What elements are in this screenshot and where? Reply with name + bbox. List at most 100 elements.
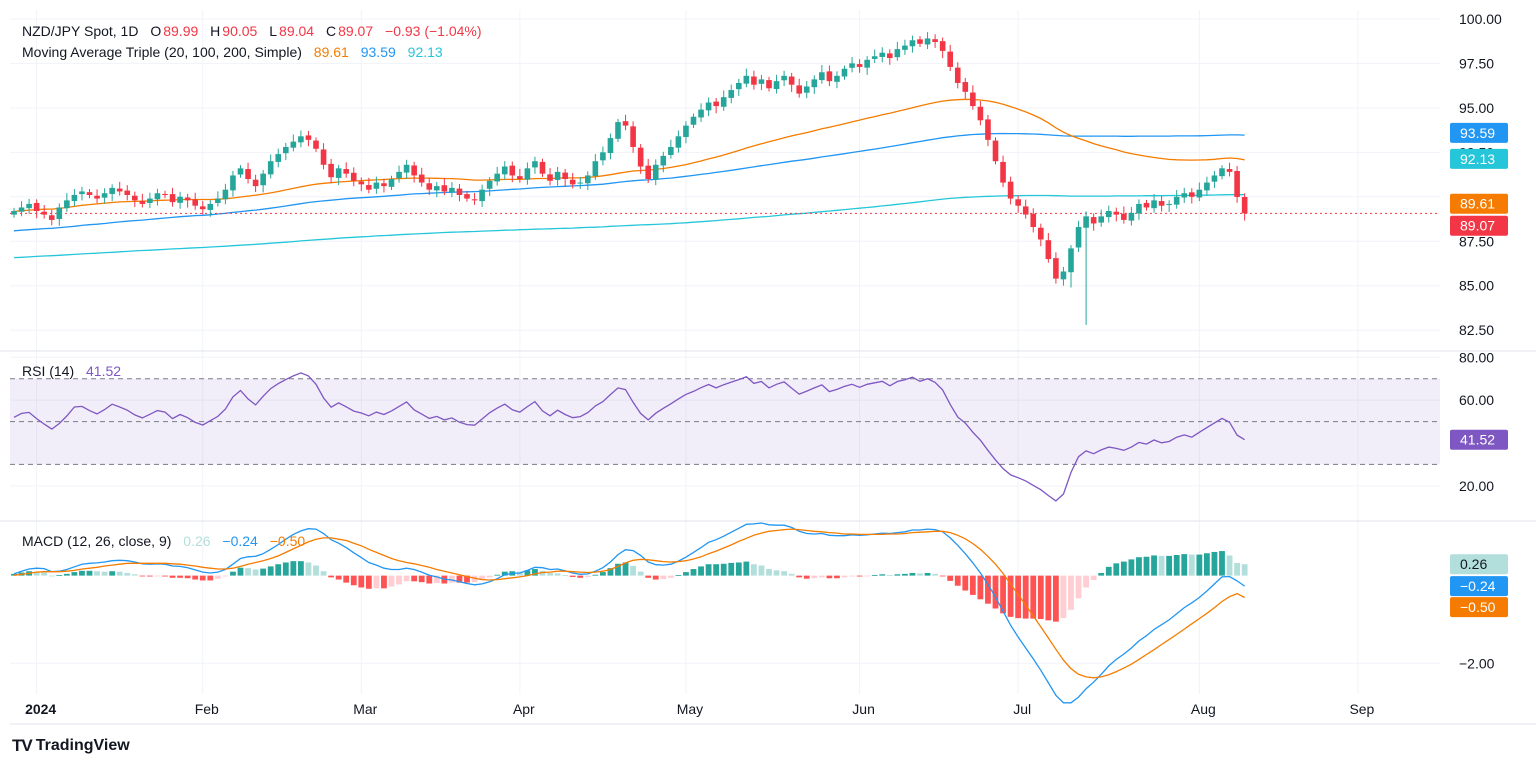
macd-histogram-bar xyxy=(94,571,100,576)
candle xyxy=(871,49,878,64)
candle xyxy=(645,158,651,184)
candle xyxy=(222,183,229,205)
macd-histogram-bar xyxy=(834,575,840,579)
time-axis-tick: Mar xyxy=(353,701,377,717)
candle xyxy=(56,203,63,226)
macd-histogram-bar xyxy=(849,575,855,577)
macd-histogram-bar xyxy=(501,571,508,576)
macd-histogram-bar xyxy=(615,563,621,576)
macd-histogram-bar xyxy=(1158,555,1165,576)
candle-body xyxy=(313,140,319,149)
macd-histogram-bar xyxy=(773,570,780,576)
macd-histogram-bar xyxy=(796,575,803,578)
macd-histogram-bar xyxy=(592,574,599,576)
macd-histogram-bar xyxy=(1113,563,1120,576)
low-key: L xyxy=(269,23,278,39)
candle-body xyxy=(668,146,674,155)
time-axis-tick: May xyxy=(677,701,703,717)
candle xyxy=(743,68,750,88)
macd-histogram-bar xyxy=(645,575,652,578)
price-tag-text: 92.13 xyxy=(1460,151,1495,167)
price-tag-text: 89.07 xyxy=(1460,218,1495,234)
candle xyxy=(796,78,802,98)
macd-histogram-bar xyxy=(33,571,40,576)
macd-histogram-bar xyxy=(365,575,372,589)
macd-histogram-bar xyxy=(418,575,425,583)
candle xyxy=(924,32,931,50)
candle-body xyxy=(109,187,115,194)
time-axis-tick: Jul xyxy=(1013,701,1031,717)
high-value: 90.05 xyxy=(222,23,258,39)
candle xyxy=(1151,194,1157,213)
macd-histogram-bar xyxy=(456,575,463,583)
candle-body xyxy=(41,211,47,215)
candle xyxy=(1189,188,1195,204)
candle-body xyxy=(932,39,938,43)
macd-histogram-bar xyxy=(381,575,387,589)
candle xyxy=(524,162,531,185)
candle xyxy=(86,188,93,199)
candle xyxy=(366,177,372,194)
macd-histogram-bar xyxy=(856,575,863,577)
candle-body xyxy=(864,59,870,68)
tradingview-brand[interactable]: TV TradingView xyxy=(12,736,130,756)
macd-histogram-bar xyxy=(328,575,334,578)
macd-histogram-bar xyxy=(1120,561,1127,576)
macd-histogram-bar xyxy=(600,572,606,576)
price-axis-tick: 95.00 xyxy=(1459,100,1494,116)
candle-body xyxy=(64,200,70,209)
macd-histogram-bar xyxy=(494,574,501,576)
candle-body xyxy=(275,154,282,162)
candle xyxy=(260,170,266,193)
candle xyxy=(539,158,546,177)
macd-legend: MACD (12, 26, close, 9) 0.26 −0.24 −0.50 xyxy=(22,533,307,549)
candle-body xyxy=(1211,175,1218,182)
macd-histogram-bar xyxy=(894,574,901,576)
candle xyxy=(109,184,115,202)
candle xyxy=(94,189,100,204)
candle-body xyxy=(849,63,855,68)
candle xyxy=(1196,182,1203,202)
candle-body xyxy=(788,76,795,85)
candle-body xyxy=(600,152,606,161)
candle-body xyxy=(471,199,478,201)
macd-histogram-bar xyxy=(803,575,810,579)
tradingview-logo: TV xyxy=(12,736,33,755)
candle-body xyxy=(826,71,833,82)
candle-body xyxy=(335,168,342,178)
macd-histogram-bar xyxy=(675,575,682,576)
candle xyxy=(1128,206,1135,226)
candle-body xyxy=(147,198,153,204)
candle xyxy=(147,192,153,208)
macd-histogram-bar xyxy=(433,575,440,584)
macd-histogram-bar xyxy=(751,564,757,576)
candle xyxy=(532,156,538,174)
candle-body xyxy=(230,175,236,191)
candle-body xyxy=(819,72,825,81)
candle-body xyxy=(675,136,682,148)
macd-histogram-bar xyxy=(924,572,931,576)
candle-body xyxy=(1030,213,1037,228)
candle xyxy=(600,146,606,166)
macd-histogram-bar xyxy=(879,574,886,576)
candle xyxy=(494,166,500,186)
high-key: H xyxy=(210,23,221,39)
candle xyxy=(1219,165,1225,180)
candle xyxy=(1083,211,1089,325)
candle xyxy=(350,167,357,187)
candle xyxy=(335,164,342,186)
macd-histogram-bar xyxy=(373,575,380,589)
candle xyxy=(199,200,206,215)
candle-body xyxy=(456,188,463,196)
candlestick-layer xyxy=(11,32,1248,325)
macd-histogram-bar xyxy=(917,573,923,576)
candle xyxy=(509,161,516,183)
macd-histogram-bar xyxy=(871,575,878,576)
candle xyxy=(592,154,599,180)
candle xyxy=(456,184,463,202)
candle-body xyxy=(1189,192,1195,197)
macd-histogram-bar xyxy=(335,575,342,580)
candle-body xyxy=(320,149,327,165)
